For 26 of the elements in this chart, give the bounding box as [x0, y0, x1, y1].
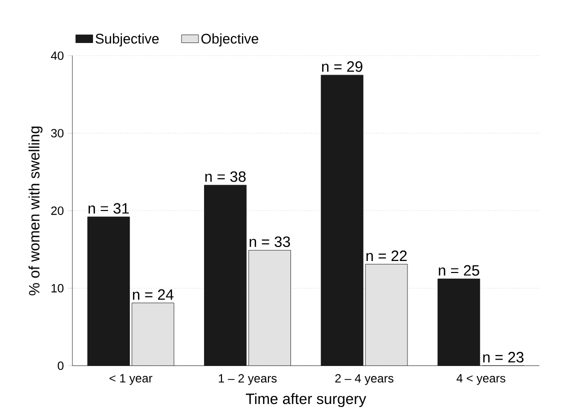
- bar: [88, 216, 130, 366]
- y-tick-label: 20: [51, 206, 64, 215]
- bar: [321, 75, 364, 366]
- annotation: n = 24: [132, 289, 174, 300]
- bar: [248, 250, 291, 366]
- y-tick-label: 10: [52, 284, 64, 292]
- x-tick-label: 4 < years: [456, 374, 506, 385]
- annotation: n = 29: [322, 61, 362, 72]
- y-tick-label: 0: [58, 361, 64, 370]
- y-tick-label: 40: [50, 51, 64, 60]
- x-tick-label: 2 – 4 years: [335, 374, 394, 385]
- x-tick-label: < 1 year: [110, 374, 152, 385]
- bar: [204, 185, 246, 366]
- y-tick-label: 30: [51, 128, 64, 138]
- annotation: n = 23: [483, 352, 524, 362]
- annotation: n = 25: [438, 265, 480, 276]
- x-axis-title: Time after surgery: [246, 393, 366, 408]
- annotation: n = 22: [366, 250, 407, 261]
- legend-label: Subjective: [96, 33, 159, 46]
- annotation: n = 33: [250, 236, 290, 247]
- x-tick-label: 1 – 2 years: [218, 374, 277, 385]
- legend-label: Objective: [201, 33, 258, 46]
- annotation: n = 38: [205, 171, 246, 182]
- annotation: n = 31: [88, 203, 129, 214]
- bar: [438, 278, 480, 366]
- y-axis-title: % of women with swelling: [28, 126, 42, 296]
